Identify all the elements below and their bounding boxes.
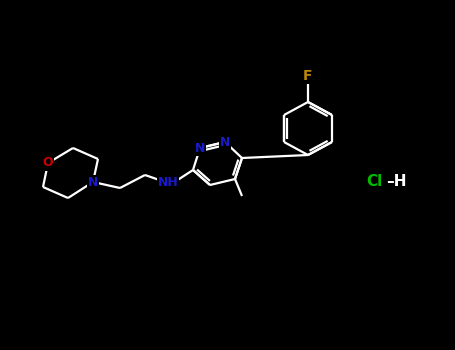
Text: N: N xyxy=(195,141,205,154)
Text: –H: –H xyxy=(386,174,406,189)
Text: N: N xyxy=(88,175,98,189)
Text: F: F xyxy=(303,69,313,83)
Text: N: N xyxy=(220,135,230,148)
Text: Cl: Cl xyxy=(366,174,382,189)
Text: O: O xyxy=(43,156,53,169)
Text: NH: NH xyxy=(157,176,178,189)
